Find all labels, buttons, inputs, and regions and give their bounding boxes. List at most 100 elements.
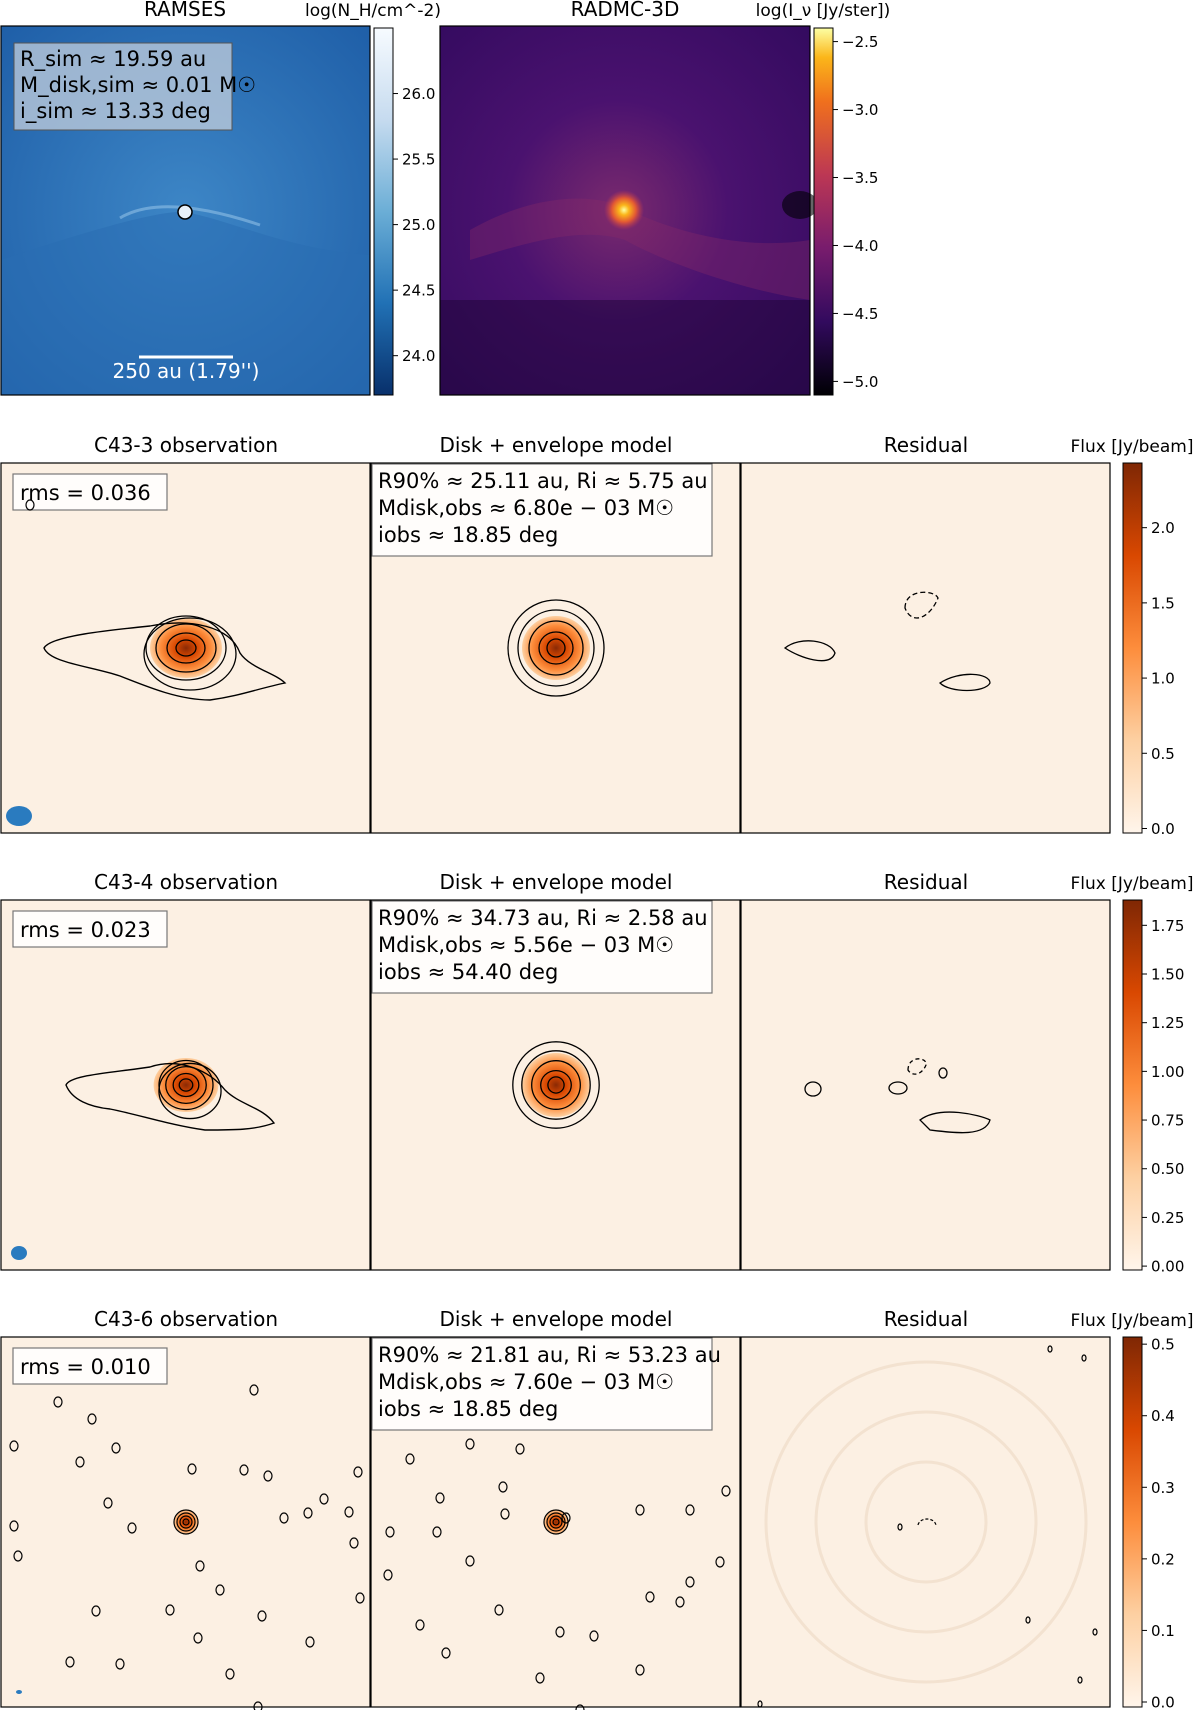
model-info-line: R90% ≈ 21.81 au, Ri ≈ 53.23 au (378, 1343, 721, 1367)
radmc-cbar-label: log(I_ν [Jy/ster]) (756, 1, 891, 21)
noise-contour (187, 1463, 197, 1475)
obs-contour (165, 1065, 207, 1105)
noise-contour (589, 1630, 599, 1642)
model-contour (521, 1050, 591, 1120)
residual-contour (888, 1081, 908, 1095)
noise-contour (635, 1504, 645, 1516)
residual-contour (938, 1067, 948, 1079)
residual-contour (804, 1081, 822, 1097)
ramses-info-line-1: R_sim ≈ 19.59 au (20, 47, 206, 72)
panel-frame (0, 899, 371, 1271)
obs-extended-contour (43, 622, 287, 701)
noise-contour (498, 1481, 508, 1493)
obs-extended-contour (65, 1063, 276, 1131)
rms-box (12, 1347, 168, 1385)
panel-title: Disk + envelope model (440, 870, 673, 894)
noise-contour (685, 1504, 695, 1516)
noise-contour (87, 1413, 97, 1425)
noise-contour (897, 1523, 903, 1531)
cbar-tick-label: −3.5 (842, 169, 878, 187)
cbar-tick-label: 0.5 (1151, 745, 1175, 763)
cbar-tick-label: 2.0 (1151, 519, 1175, 537)
ramses-info-box (13, 42, 233, 131)
model-contour (507, 599, 605, 697)
flux-rows: C43-3 observation Disk + envelope model Re… (0, 433, 1194, 1710)
ramses-title: RAMSES (144, 0, 226, 21)
noise-contour (344, 1506, 354, 1518)
noise-contour (383, 1569, 393, 1581)
cbar-tick-label: 1.75 (1151, 917, 1184, 935)
obs-contour (176, 1512, 196, 1532)
radmc-dark-lower (440, 300, 810, 395)
noise-contour (9, 1520, 19, 1532)
row-3: C43-6 observation Disk + envelope model Re… (0, 499, 1194, 1710)
rms-box (12, 910, 168, 948)
beam-ellipse (6, 806, 32, 826)
panel-frame (740, 899, 1111, 1271)
noise-contour (75, 1456, 85, 1468)
obs-contour (155, 623, 217, 673)
model-contour (552, 1518, 560, 1526)
obs-contour (172, 1072, 200, 1098)
noise-contour (279, 1512, 289, 1524)
radmc-frame (439, 25, 811, 396)
cbar-tick-label: 0.1 (1151, 1622, 1175, 1640)
obs-source-emission (150, 618, 222, 678)
flux-cbar-label: Flux [Jy/beam] (1070, 437, 1193, 457)
cbar-tick-label: 24.0 (402, 347, 435, 365)
residual-contour (783, 640, 836, 662)
cbar-tick-label: −4.5 (842, 305, 878, 323)
residual-negative-contour (917, 1518, 937, 1526)
model-contour (540, 1069, 572, 1101)
ramses-info-line-3: i_sim ≈ 13.33 deg (20, 99, 211, 124)
cbar-tick-label: 26.0 (402, 85, 435, 103)
rms-label: rms = 0.023 (20, 918, 151, 942)
noise-contour (9, 1440, 19, 1452)
flux-colorbar (1122, 899, 1143, 1271)
cbar-tick-label: 24.5 (402, 282, 435, 300)
obs-contour (158, 1062, 222, 1120)
noise-contour (500, 1508, 510, 1520)
noise-contour (13, 1550, 23, 1562)
obs-contour (179, 1515, 193, 1529)
model-contour (547, 1076, 565, 1094)
noise-contour (465, 1555, 475, 1567)
cbar-tick-label: 0.0 (1151, 1693, 1175, 1710)
model-source-emission (522, 1053, 590, 1117)
noise-contour (263, 1470, 273, 1482)
panel-title: Residual (884, 870, 968, 894)
noise-contour (715, 1556, 725, 1568)
residual-contour (919, 1111, 991, 1134)
cbar-tick-label: 0.00 (1151, 1258, 1184, 1276)
noise-contour (257, 1610, 267, 1622)
obs-contour (158, 1059, 214, 1111)
noise-contour (127, 1522, 137, 1534)
radmc-colorbar (813, 27, 834, 396)
noise-contour (721, 1485, 731, 1497)
cbar-tick-label: 1.00 (1151, 1063, 1184, 1081)
flux-cbar-ticks: 2.0 1.5 1.0 0.5 0.0 (1142, 519, 1175, 838)
panel-frame (0, 1336, 371, 1708)
model-contour (512, 1041, 600, 1129)
noise-contour (465, 1438, 475, 1450)
noise-contour (1077, 1676, 1083, 1684)
noise-contour (103, 1497, 113, 1509)
model-info-line: R90% ≈ 25.11 au, Ri ≈ 5.75 au (378, 469, 708, 493)
scale-bar-label: 250 au (1.79'') (113, 359, 260, 383)
model-contour (538, 631, 574, 665)
rms-label: rms = 0.036 (20, 481, 151, 505)
flux-cbar-label: Flux [Jy/beam] (1070, 1311, 1193, 1331)
radmc-hotspot (604, 190, 644, 230)
cbar-tick-label: 0.5 (1151, 1336, 1175, 1354)
noise-contour (1047, 1345, 1053, 1353)
noise-contour (1092, 1628, 1098, 1636)
model-contour (546, 638, 566, 658)
model-info-line: R90% ≈ 34.73 au, Ri ≈ 2.58 au (378, 906, 708, 930)
radmc-title: RADMC-3D (571, 0, 680, 21)
model-info-line: iobs ≈ 18.85 deg (378, 523, 558, 547)
noise-contour (249, 1384, 259, 1396)
cbar-tick-label: 0.0 (1151, 820, 1175, 838)
panel-title: Disk + envelope model (440, 433, 673, 457)
radmc-panel-group: RADMC-3D log(I_ν [Jy/ster]) −2.5 −3.0 −3.5… (439, 0, 891, 396)
